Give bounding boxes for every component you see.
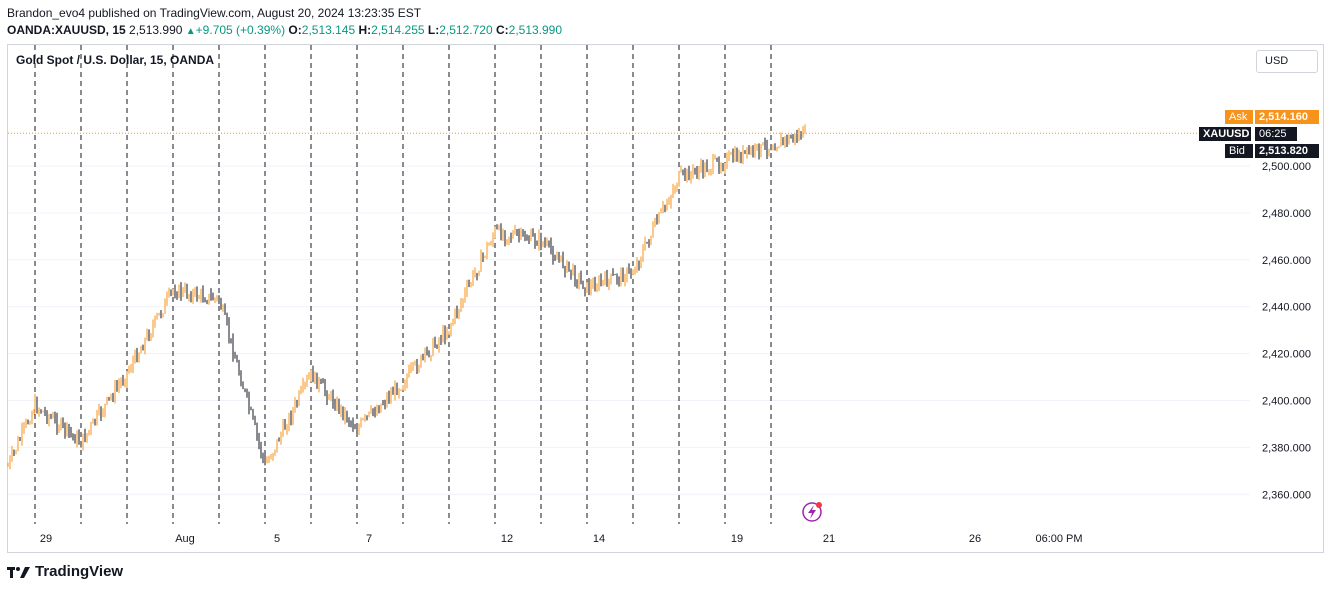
y-tick-label: 2,380.000 xyxy=(1262,442,1311,454)
x-tick-label: 29 xyxy=(40,533,52,545)
x-tick-label: 19 xyxy=(731,533,743,545)
high-label: H: xyxy=(358,23,372,37)
bid-label: Bid xyxy=(1225,144,1253,158)
price-change: +9.705 (+0.39%) xyxy=(195,23,286,37)
x-tick-label: 7 xyxy=(366,533,372,545)
ohlc-legend: OANDA:XAUUSD, 15 2,513.990 ▲+9.705 (+0.3… xyxy=(7,23,562,37)
y-tick-label: 2,420.000 xyxy=(1262,349,1311,361)
currency-button[interactable]: USD xyxy=(1256,50,1318,73)
event-lightning-icon xyxy=(802,502,822,522)
last-price: 2,513.990 xyxy=(129,23,183,37)
tradingview-logo-icon xyxy=(7,566,30,578)
y-tick-label: 2,360.000 xyxy=(1262,489,1311,501)
bid-value: 2,513.820 xyxy=(1255,144,1319,158)
lightning-glyph xyxy=(808,505,816,519)
bar-countdown: 06:25 xyxy=(1255,127,1297,141)
symbol-tag: XAUUSD xyxy=(1199,127,1251,141)
symbol-label: OANDA:XAUUSD, 15 xyxy=(7,23,126,37)
y-tick-label: 2,440.000 xyxy=(1262,302,1311,314)
ask-label: Ask xyxy=(1225,110,1253,124)
low-label: L: xyxy=(427,23,440,37)
tradingview-brand: TradingView xyxy=(35,563,124,580)
x-tick-label: 12 xyxy=(501,533,513,545)
x-tick-label: 14 xyxy=(593,533,605,545)
x-tick-label: 21 xyxy=(823,533,835,545)
chart-title: Gold Spot / U.S. Dollar, 15, OANDA xyxy=(16,53,215,67)
open-value: 2,513.145 xyxy=(301,23,356,37)
y-tick-label: 2,400.000 xyxy=(1262,396,1311,408)
ask-value: 2,514.160 xyxy=(1255,110,1319,124)
high-value: 2,514.255 xyxy=(371,23,425,37)
y-tick-label: 2,500.000 xyxy=(1262,161,1311,173)
x-tick-label: 06:00 PM xyxy=(1035,533,1082,545)
event-dot xyxy=(816,502,822,508)
close-label: C: xyxy=(495,23,509,37)
x-tick-label: 26 xyxy=(969,533,981,545)
publish-info: Brandon_evo4 published on TradingView.co… xyxy=(7,6,422,20)
tradingview-logo[interactable]: TradingView xyxy=(7,563,123,580)
low-value: 2,512.720 xyxy=(439,23,493,37)
close-value: 2,513.990 xyxy=(508,23,563,37)
chart-frame[interactable] xyxy=(7,44,1324,553)
up-arrow-icon: ▲ xyxy=(185,26,196,37)
y-tick-label: 2,460.000 xyxy=(1262,255,1311,267)
x-tick-label: Aug xyxy=(175,533,195,545)
x-tick-label: 5 xyxy=(274,533,280,545)
y-tick-label: 2,480.000 xyxy=(1262,208,1311,220)
open-label: O: xyxy=(288,23,302,37)
